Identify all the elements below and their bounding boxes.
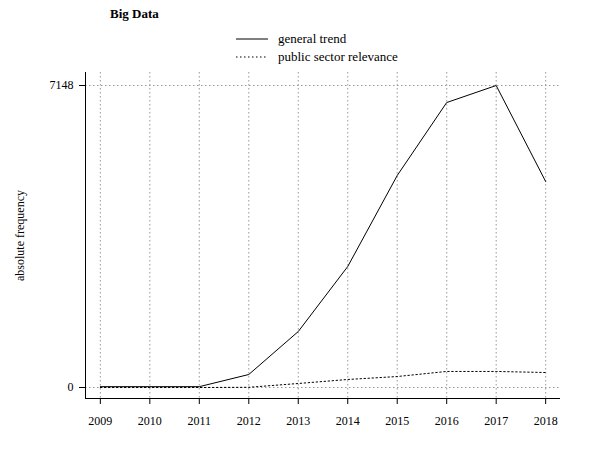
html-text:public sector relevance: public sector relevance xyxy=(278,49,398,64)
html-text:general trend: general trend xyxy=(278,31,347,46)
svg-text:2010: 2010 xyxy=(138,414,162,428)
html-text:Big Data: Big Data xyxy=(110,6,159,21)
svg-text:2009: 2009 xyxy=(88,414,112,428)
svg-text:2016: 2016 xyxy=(435,414,459,428)
svg-text:absolute frequency: absolute frequency xyxy=(13,190,27,281)
svg-text:2013: 2013 xyxy=(286,414,310,428)
svg-text:2014: 2014 xyxy=(336,414,360,428)
svg-text:0: 0 xyxy=(68,380,74,394)
svg-text:2011: 2011 xyxy=(188,414,212,428)
svg-text:7148: 7148 xyxy=(50,78,74,92)
svg-text:2012: 2012 xyxy=(237,414,261,428)
svg-text:2018: 2018 xyxy=(534,414,558,428)
svg-text:2015: 2015 xyxy=(385,414,409,428)
svg-text:2017: 2017 xyxy=(484,414,508,428)
